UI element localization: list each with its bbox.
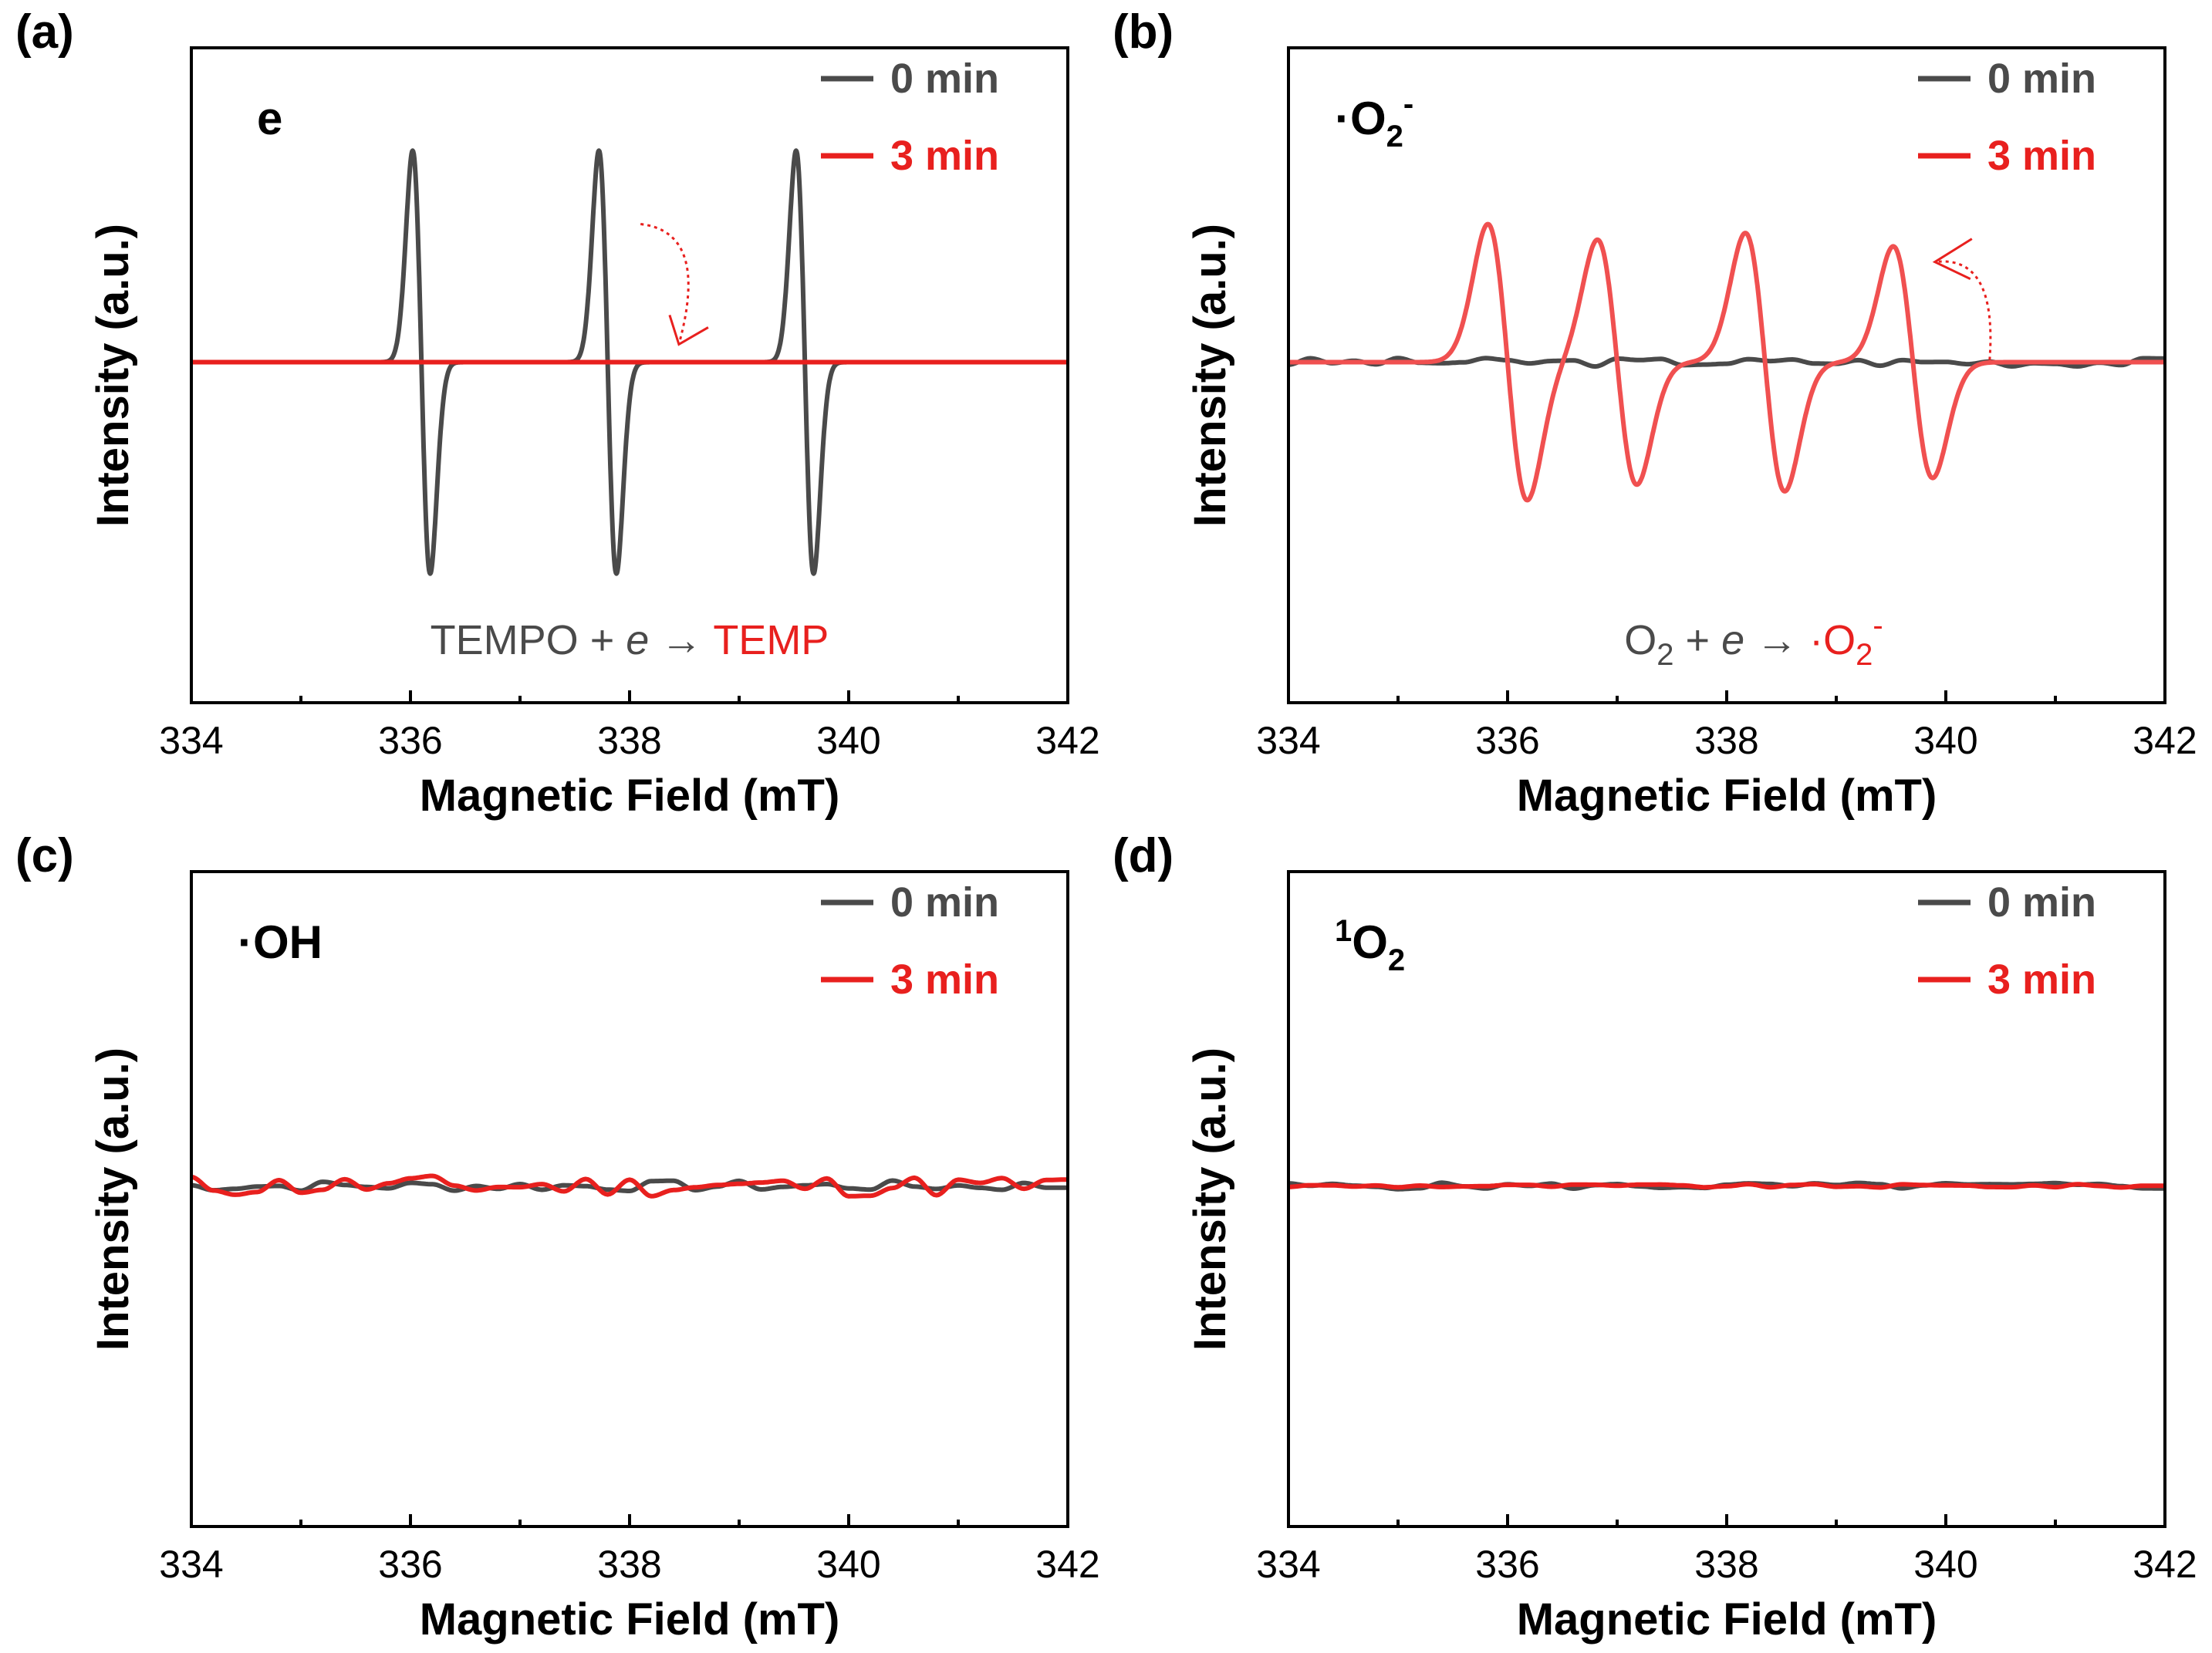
series-line-3-min [1286, 221, 2167, 503]
reaction-product: ·O [1809, 617, 1856, 663]
y-axis-title: Intensity (a.u.) [88, 1047, 138, 1351]
species-label: e [257, 93, 282, 144]
species-subscript: 2 [1386, 120, 1403, 153]
species-label: ·OH [238, 916, 323, 968]
series-line-3-min [1288, 1182, 2166, 1190]
x-tick-label: 336 [378, 719, 442, 762]
reaction-plus: + [1674, 617, 1722, 663]
legend-label: 3 min [890, 956, 999, 1003]
panel-letter: (d) [1113, 829, 1174, 882]
chart-panel-2: (b) 334 336 338 340 342 Magnetic Field (mT) Int… [1113, 5, 2197, 821]
reaction-annotation: O2 + e → ·O2- [1624, 609, 1883, 672]
species-text: ·O [1335, 93, 1386, 144]
x-tick-label: 334 [1256, 1543, 1320, 1586]
x-tick-label: 342 [1035, 719, 1099, 762]
panel-letter: (b) [1113, 5, 1174, 59]
species-label: ·O2- [1335, 87, 1413, 153]
x-tick-label: 336 [378, 1543, 442, 1586]
panel-letter: (c) [15, 829, 74, 882]
reaction-reactant-subscript: 2 [1656, 638, 1673, 672]
legend-label: 0 min [890, 879, 999, 926]
species-text: O [1352, 916, 1388, 968]
reaction-product: TEMP [713, 617, 829, 663]
species-text: e [257, 93, 282, 144]
x-axis-title: Magnetic Field (mT) [420, 1594, 840, 1645]
reaction-product-subscript: 2 [1856, 638, 1873, 672]
reaction-reactant: TEMPO [431, 617, 579, 663]
legend-label: 3 min [1987, 956, 2096, 1003]
series-line-3-min [191, 1173, 1069, 1199]
x-tick-label: 342 [1035, 1543, 1099, 1586]
y-axis-title: Intensity (a.u.) [1185, 1047, 1235, 1351]
species-superscript: - [1403, 87, 1413, 121]
reaction-electron: e [626, 617, 649, 663]
reaction-electron: e [1721, 617, 1744, 663]
reaction-arrow: → [649, 617, 713, 663]
x-tick-label: 340 [816, 1543, 880, 1586]
curved-arrow [640, 223, 690, 345]
x-tick-label: 342 [2133, 1543, 2197, 1586]
curved-arrow [1934, 260, 1992, 360]
x-tick-label: 334 [159, 1543, 223, 1586]
panel-letter: (a) [15, 5, 74, 59]
x-axis-title: Magnetic Field (mT) [1517, 1594, 1937, 1645]
x-tick-label: 336 [1475, 719, 1539, 762]
reaction-annotation: TEMPO + e → TEMP [431, 617, 829, 663]
chart-panel-3: (c) 334 336 338 340 342 Magnetic Field (mT) Int… [15, 829, 1100, 1645]
x-axis-title: Magnetic Field (mT) [420, 771, 840, 821]
legend-label: 3 min [1987, 133, 2096, 179]
x-tick-label: 338 [1694, 1543, 1758, 1586]
chart-panel-1: (a) 334 336 338 340 342 Magnetic Field (mT) Int… [15, 5, 1100, 821]
reaction-plus: + [579, 617, 626, 663]
y-axis-title: Intensity (a.u.) [88, 224, 138, 527]
x-tick-label: 340 [1913, 719, 1977, 762]
x-tick-label: 338 [1694, 719, 1758, 762]
legend-label: 3 min [890, 133, 999, 179]
arrow-head [668, 314, 709, 346]
x-axis-title: Magnetic Field (mT) [1517, 771, 1937, 821]
species-text: ·OH [238, 916, 323, 968]
reaction-product-superscript: - [1873, 609, 1883, 643]
reaction-arrow: → [1744, 617, 1809, 663]
x-tick-label: 338 [597, 719, 661, 762]
x-tick-label: 342 [2133, 719, 2197, 762]
arrow-head [1932, 238, 1973, 280]
legend-label: 0 min [890, 56, 999, 102]
reaction-reactant: O [1624, 617, 1656, 663]
legend-label: 0 min [1987, 56, 2096, 102]
species-label: 1O2 [1335, 914, 1405, 977]
x-tick-label: 340 [1913, 1543, 1977, 1586]
legend-label: 0 min [1987, 879, 2096, 926]
chart-panel-4: (d) 334 336 338 340 342 Magnetic Field (mT) Int… [1113, 829, 2197, 1645]
species-subscript: 2 [1388, 943, 1405, 977]
x-tick-label: 336 [1475, 1543, 1539, 1586]
x-tick-label: 338 [597, 1543, 661, 1586]
y-axis-title: Intensity (a.u.) [1185, 224, 1235, 527]
x-tick-label: 340 [816, 719, 880, 762]
x-tick-label: 334 [1256, 719, 1320, 762]
x-tick-label: 334 [159, 719, 223, 762]
species-superscript: 1 [1335, 914, 1352, 948]
